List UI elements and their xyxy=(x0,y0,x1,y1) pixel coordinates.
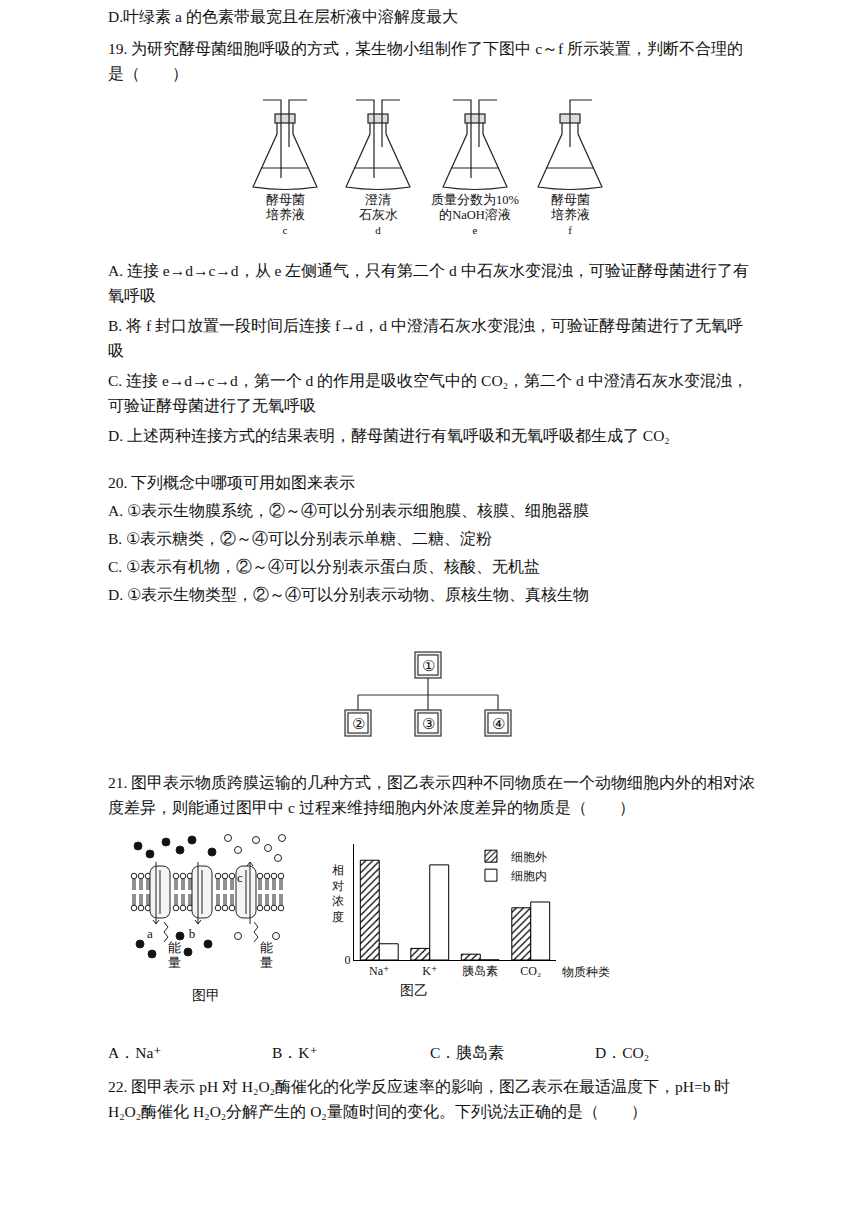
svg-text:细胞内: 细胞内 xyxy=(511,869,547,883)
svg-text:b: b xyxy=(189,926,196,941)
svg-text:细胞外: 细胞外 xyxy=(511,850,547,864)
html-text:图乙: 图乙 xyxy=(400,983,428,998)
svg-text:培养液: 培养液 xyxy=(265,207,305,222)
svg-text:a: a xyxy=(147,926,153,941)
svg-text:c: c xyxy=(237,870,243,885)
html-text:A. 连接 e→d→c→d，从 e 左侧通气，只有第二个 d: A. 连接 e→d→c→d，从 e 左侧通气，只有第二个 d 中石灰水变混浊，可… xyxy=(108,262,749,304)
svg-text:c: c xyxy=(283,224,288,236)
svg-text:相对浓度: 相对浓度 xyxy=(332,863,344,924)
html-text:20. 下列概念中哪项可用如图来表示: 20. 下列概念中哪项可用如图来表示 xyxy=(108,474,356,491)
svg-text:f: f xyxy=(568,224,572,236)
html-text:B. ①表示糖类，②～④可以分别表示单糖、二糖、淀粉: B. ①表示糖类，②～④可以分别表示单糖、二糖、淀粉 xyxy=(108,530,493,547)
svg-text:能: 能 xyxy=(168,940,181,955)
svg-text:e: e xyxy=(473,224,478,236)
svg-text:d: d xyxy=(375,224,381,236)
html-text:21. 图甲表示物质跨膜运输的几种方式，图乙表示四种不同物质: 21. 图甲表示物质跨膜运输的几种方式，图乙表示四种不同物质在一个动物细胞内外的… xyxy=(108,774,756,816)
svg-text:0: 0 xyxy=(345,953,351,967)
html-text:C. 连接 e→d→c→d，第一个 d 的作用是吸收空气中的: C. 连接 e→d→c→d，第一个 d 的作用是吸收空气中的 CO₂，第二个 d… xyxy=(108,372,748,414)
html-text:A. ①表示生物膜系统，②～④可以分别表示细胞膜、核膜、细胞: A. ①表示生物膜系统，②～④可以分别表示细胞膜、核膜、细胞器膜 xyxy=(108,502,589,519)
svg-text:能: 能 xyxy=(260,940,273,955)
svg-text:质量分数为10%: 质量分数为10% xyxy=(431,193,519,207)
html-text:22. 图甲表示 pH 对 H₂O₂酶催化的化学反应速率的影: 22. 图甲表示 pH 对 H₂O₂酶催化的化学反应速率的影响，图乙表示在最适温… xyxy=(108,1078,731,1120)
svg-text:③: ③ xyxy=(422,716,435,732)
svg-text:物质种类: 物质种类 xyxy=(562,965,610,979)
html-text:C．胰岛素: C．胰岛素 xyxy=(430,1044,505,1061)
html-text:C. ①表示有机物，②～④可以分别表示蛋白质、核酸、无机盐: C. ①表示有机物，②～④可以分别表示蛋白质、核酸、无机盐 xyxy=(108,558,541,575)
svg-text:K⁺: K⁺ xyxy=(422,964,437,978)
html-text:D.叶绿素 a 的色素带最宽且在层析液中溶解度最大: D.叶绿素 a 的色素带最宽且在层析液中溶解度最大 xyxy=(108,8,458,25)
html-text:A．Na⁺: A．Na⁺ xyxy=(108,1044,162,1061)
html-text:D. 上述两种连接方式的结果表明，酵母菌进行有氧呼吸和无氧呼: D. 上述两种连接方式的结果表明，酵母菌进行有氧呼吸和无氧呼吸都生成了 CO₂ xyxy=(108,427,670,444)
html-text:B．K⁺: B．K⁺ xyxy=(272,1044,318,1061)
svg-text:量: 量 xyxy=(168,955,181,970)
html-text:D．CO₂: D．CO₂ xyxy=(595,1044,650,1061)
svg-text:培养液: 培养液 xyxy=(550,207,590,222)
svg-text:②: ② xyxy=(352,716,365,732)
svg-text:酵母菌: 酵母菌 xyxy=(266,193,305,207)
svg-text:石灰水: 石灰水 xyxy=(359,208,398,222)
svg-text:①: ① xyxy=(422,658,435,674)
svg-text:酵母菌: 酵母菌 xyxy=(551,193,590,207)
html-text:B. 将 f 封口放置一段时间后连接 f→d，d 中澄清石灰: B. 将 f 封口放置一段时间后连接 f→d，d 中澄清石灰水变混浊，可验证酵母… xyxy=(108,317,743,359)
html-text:D. ①表示生物类型，②～④可以分别表示动物、原核生物、真核: D. ①表示生物类型，②～④可以分别表示动物、原核生物、真核生物 xyxy=(108,586,589,603)
svg-text:的NaOH溶液: 的NaOH溶液 xyxy=(439,207,511,222)
svg-text:CO₂: CO₂ xyxy=(520,964,541,978)
svg-text:胰岛素: 胰岛素 xyxy=(462,964,498,978)
html-text:19. 为研究酵母菌细胞呼吸的方式，某生物小组制作了下图中: 19. 为研究酵母菌细胞呼吸的方式，某生物小组制作了下图中 c～f 所示装置，判… xyxy=(108,40,743,82)
svg-text:澄清: 澄清 xyxy=(365,193,391,207)
svg-text:量: 量 xyxy=(260,955,273,970)
svg-text:图甲: 图甲 xyxy=(192,988,220,1003)
svg-text:④: ④ xyxy=(492,716,505,732)
svg-text:Na⁺: Na⁺ xyxy=(369,964,389,978)
